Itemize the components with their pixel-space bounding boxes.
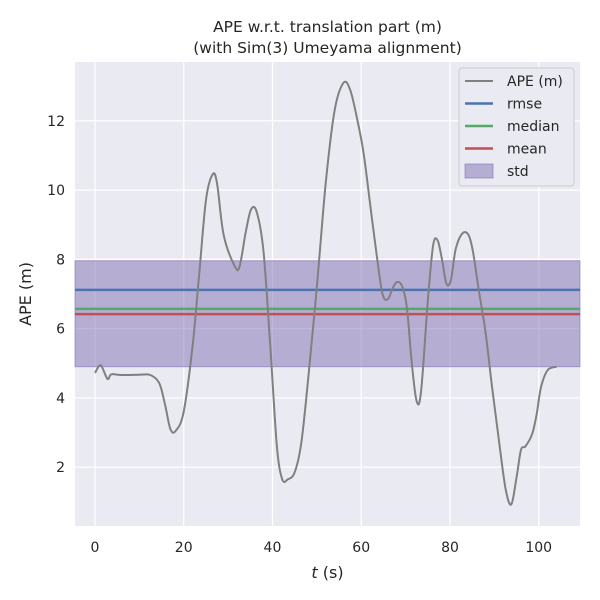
x-tick-label: 0 [91, 540, 100, 556]
y-tick-label: 2 [56, 460, 65, 476]
ape-series-line [94, 80, 557, 506]
y-tick-label: 6 [56, 322, 65, 338]
legend-swatch-std [464, 163, 494, 179]
x-axis-label: t (s) [311, 563, 343, 582]
x-axis-var: t [311, 563, 318, 582]
y-tick-labels: 2 4 6 8 10 12 [47, 114, 65, 476]
x-tick-label: 80 [441, 540, 459, 556]
legend-label-rmse: rmse [507, 97, 542, 113]
y-tick-label: 12 [47, 114, 65, 130]
x-tick-label: 100 [525, 540, 552, 556]
x-tick-label: 60 [352, 540, 370, 556]
chart-subtitle: (with Sim(3) Umeyama alignment) [193, 39, 462, 57]
legend-label-median: median [507, 119, 559, 135]
legend-frame [458, 67, 575, 187]
x-tick-labels: 0 20 40 60 80 100 [91, 540, 553, 556]
y-tick-label: 4 [56, 391, 65, 407]
legend-label-mean: mean [507, 142, 547, 158]
legend-label-std: std [507, 164, 529, 180]
ape-line-layer [94, 80, 557, 506]
y-axis-label: APE (m) [16, 262, 35, 326]
legend-label-ape-m: APE (m) [507, 74, 563, 90]
y-tick-label: 10 [47, 183, 65, 199]
chart-title: APE w.r.t. translation part (m) [213, 18, 442, 36]
x-tick-label: 20 [175, 540, 193, 556]
x-tick-label: 40 [264, 540, 282, 556]
y-tick-label: 8 [56, 252, 65, 268]
x-axis-unit: (s) [318, 563, 344, 582]
legend: APE (m) rmse median mean std [458, 67, 575, 187]
stat-lines-layer [75, 288, 580, 316]
